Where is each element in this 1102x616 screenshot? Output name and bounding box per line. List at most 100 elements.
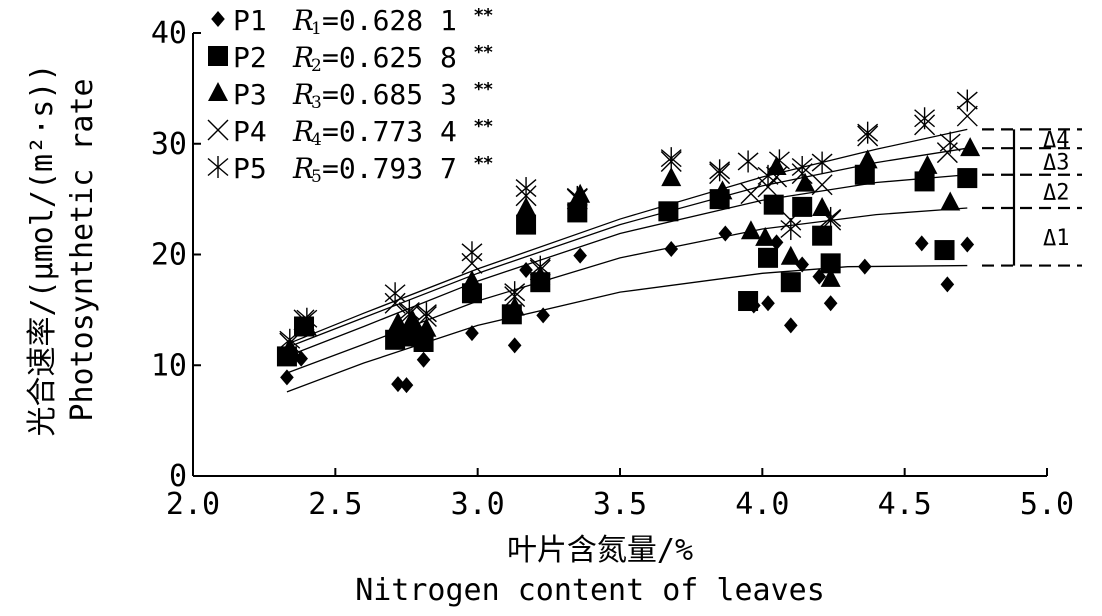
data-point-p5 xyxy=(709,159,731,182)
data-point-p5 xyxy=(811,151,833,174)
legend-r-symbol: R xyxy=(292,41,314,74)
y-tick-label: 40 xyxy=(151,16,187,51)
legend-series-name: P1 xyxy=(233,4,267,37)
legend-series-name: P4 xyxy=(233,115,267,148)
data-point-p5 xyxy=(939,131,961,154)
data-point-p5 xyxy=(768,149,790,172)
legend-r-subscript: 4 xyxy=(311,130,322,150)
data-point-p1 xyxy=(664,240,679,257)
x-axis-title-cn: 叶片含氮量/% xyxy=(507,533,693,568)
legend-significance: ** xyxy=(474,5,493,26)
data-point-p5 xyxy=(515,177,537,200)
data-point-p3 xyxy=(740,220,761,240)
data-point-p4 xyxy=(740,183,762,205)
legend-r-subscript: 5 xyxy=(311,167,322,187)
data-point-p1 xyxy=(399,377,414,394)
data-point-p3 xyxy=(416,317,437,337)
data-point-p1 xyxy=(914,235,929,252)
data-point-p5 xyxy=(791,156,813,179)
data-point-p3 xyxy=(712,180,733,200)
legend-marker-diamond-icon xyxy=(211,11,225,27)
legend-significance: ** xyxy=(474,116,493,137)
data-point-p2 xyxy=(758,247,779,268)
legend-r-value: =0.625 8 xyxy=(322,41,457,74)
legend-r-value: =0.628 1 xyxy=(322,4,457,37)
data-point-p1 xyxy=(823,295,838,312)
data-point-p5 xyxy=(857,121,879,144)
y-tick-label: 0 xyxy=(169,459,187,494)
data-point-p3 xyxy=(812,196,833,216)
data-point-p5 xyxy=(415,302,437,325)
data-point-p5 xyxy=(780,218,802,241)
legend-marker-square-icon xyxy=(208,46,228,66)
data-point-p2 xyxy=(914,171,935,192)
legend-marker-star-icon xyxy=(207,156,229,178)
fit-curve-p1 xyxy=(286,264,968,393)
data-point-p3 xyxy=(766,156,787,176)
legend-r-value: =0.793 7 xyxy=(322,152,457,185)
data-point-p3 xyxy=(795,172,816,192)
data-point-p5 xyxy=(956,89,978,112)
data-point-p1 xyxy=(465,325,479,342)
data-point-p2 xyxy=(792,196,813,217)
data-point-p1 xyxy=(294,350,308,367)
data-point-p3 xyxy=(917,154,938,174)
data-point-p2 xyxy=(957,168,978,189)
data-point-p5 xyxy=(529,255,551,278)
data-point-p2 xyxy=(385,329,406,350)
data-point-p1 xyxy=(940,276,955,293)
data-point-p1 xyxy=(769,234,784,251)
legend-r-symbol: R xyxy=(292,4,314,37)
delta-label: Δ3 xyxy=(1043,150,1070,175)
data-point-p5 xyxy=(660,147,682,170)
data-point-p2 xyxy=(820,253,841,274)
data-point-p5 xyxy=(566,185,588,208)
data-point-p3 xyxy=(755,226,776,246)
x-tick-label: 4.0 xyxy=(735,487,789,522)
legend-r-symbol: R xyxy=(292,152,314,185)
legend-significance: ** xyxy=(474,79,493,100)
data-point-p5 xyxy=(820,206,842,229)
legend-r-subscript: 3 xyxy=(311,93,322,113)
x-axis-title-en: Nitrogen content of leaves xyxy=(355,573,825,608)
legend-significance: ** xyxy=(474,42,493,63)
data-point-p5 xyxy=(279,328,301,351)
legend-item-p3: P3 R3 =0.685 3 ** xyxy=(208,78,493,113)
x-tick-label: 2.0 xyxy=(166,487,220,522)
data-point-p3 xyxy=(461,270,482,290)
fit-curve-p5 xyxy=(286,128,968,345)
data-point-p1 xyxy=(507,337,522,354)
y-axis-title-en: Photosynthetic rate xyxy=(65,78,100,421)
y-tick-label: 20 xyxy=(151,238,187,273)
data-point-p5 xyxy=(914,107,936,130)
legend-item-p2: P2 R2 =0.625 8 ** xyxy=(208,41,493,76)
y-tick-label: 10 xyxy=(151,348,187,383)
data-point-p2 xyxy=(413,331,434,352)
data-point-p1 xyxy=(391,376,405,393)
data-point-p1 xyxy=(784,317,798,334)
data-point-p1 xyxy=(718,225,733,242)
data-point-p1 xyxy=(280,369,294,386)
data-point-p2 xyxy=(934,240,955,261)
legend-series-name: P5 xyxy=(233,152,267,185)
data-point-p1 xyxy=(960,236,975,253)
data-point-p4 xyxy=(461,252,483,274)
data-point-p5 xyxy=(398,299,420,322)
x-tick-label: 2.5 xyxy=(308,487,362,522)
y-axis-title-cn: 光合速率/(μmol/(m²·s)) xyxy=(25,64,60,437)
data-point-p5 xyxy=(504,281,526,304)
data-point-p2 xyxy=(738,291,759,312)
data-point-p4 xyxy=(757,176,779,198)
data-point-p5 xyxy=(461,241,483,264)
data-point-p4 xyxy=(766,166,788,188)
legend-item-p5: P5 R5 =0.793 7 ** xyxy=(207,152,493,187)
delta-label: Δ2 xyxy=(1043,180,1070,205)
legend-r-value: =0.685 3 xyxy=(322,78,457,111)
legend-r-subscript: 2 xyxy=(311,56,322,76)
data-point-p3 xyxy=(661,167,682,187)
data-point-p3 xyxy=(820,267,841,287)
legend-series-name: P2 xyxy=(233,41,267,74)
data-point-p2 xyxy=(516,214,537,235)
